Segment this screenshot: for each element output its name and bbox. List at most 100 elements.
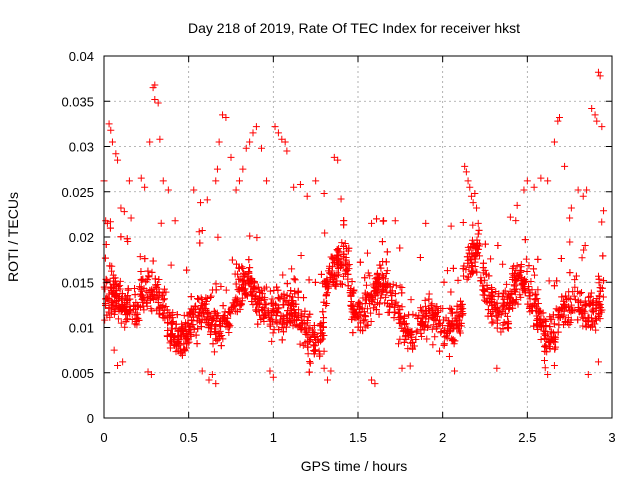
data-point [470, 240, 478, 248]
data-point [147, 371, 155, 379]
data-point [370, 304, 378, 312]
data-point [103, 311, 111, 319]
data-point [530, 322, 538, 330]
data-point [535, 315, 543, 323]
data-point [193, 340, 201, 348]
data-point [503, 293, 511, 301]
data-point [489, 318, 497, 326]
data-point [367, 309, 375, 317]
data-point [117, 204, 125, 212]
data-point [525, 292, 533, 300]
data-point [252, 284, 260, 292]
data-point [598, 306, 606, 314]
data-point [250, 285, 258, 293]
data-point [383, 248, 391, 256]
data-point [433, 303, 441, 311]
data-point [362, 296, 370, 304]
data-point [384, 300, 392, 308]
data-point [269, 329, 277, 337]
data-point [110, 346, 118, 354]
data-point [126, 295, 134, 303]
data-point [205, 376, 213, 384]
data-point [471, 255, 479, 263]
data-point [584, 321, 592, 329]
data-point [404, 345, 412, 353]
data-point [141, 255, 149, 263]
data-point [154, 99, 162, 107]
data-point [114, 315, 122, 323]
data-point [400, 338, 408, 346]
data-point [340, 250, 348, 258]
data-point [205, 309, 213, 317]
data-point [499, 260, 507, 268]
x-tick-label: 0.5 [180, 430, 198, 445]
data-point [245, 268, 253, 276]
data-point [260, 312, 268, 320]
data-point [466, 183, 474, 191]
data-point [361, 274, 369, 282]
data-point [553, 277, 561, 285]
data-point [125, 177, 133, 185]
data-point [341, 267, 349, 275]
data-point [167, 330, 175, 338]
data-point [348, 315, 356, 323]
data-point [417, 306, 425, 314]
data-point [194, 295, 202, 303]
data-point [579, 322, 587, 330]
x-tick-label: 2.5 [518, 430, 536, 445]
data-point [106, 262, 114, 270]
data-point [383, 267, 391, 275]
data-point [503, 280, 511, 288]
data-point [252, 123, 260, 131]
data-point [534, 325, 542, 333]
data-point [503, 312, 511, 320]
data-point [106, 224, 114, 232]
data-point [208, 317, 216, 325]
data-point [274, 129, 282, 137]
y-tick-label: 0.02 [69, 230, 94, 245]
data-point [257, 316, 265, 324]
data-point [337, 261, 345, 269]
data-point [144, 267, 152, 275]
data-point [187, 330, 195, 338]
data-point [382, 293, 390, 301]
data-point [228, 256, 236, 264]
data-point [592, 326, 600, 334]
data-point [111, 308, 119, 316]
data-point [464, 177, 472, 185]
data-point [317, 329, 325, 337]
data-point [396, 244, 404, 252]
data-point [312, 177, 320, 185]
data-point [474, 219, 482, 227]
data-point [504, 324, 512, 332]
data-point [155, 276, 163, 284]
data-point [210, 348, 218, 356]
data-point [412, 336, 420, 344]
data-point [479, 264, 487, 272]
data-point [268, 337, 276, 345]
data-point [124, 285, 132, 293]
data-point [103, 277, 111, 285]
data-point [520, 186, 528, 194]
data-point [239, 264, 247, 272]
data-point [456, 313, 464, 321]
data-point [534, 299, 542, 307]
data-point [187, 293, 195, 301]
data-point [394, 302, 402, 310]
data-point [547, 328, 555, 336]
data-point [576, 308, 584, 316]
data-point [561, 318, 569, 326]
data-point [465, 249, 473, 257]
data-point [301, 326, 309, 334]
data-point [391, 217, 399, 225]
data-point [272, 301, 280, 309]
data-point [541, 364, 549, 372]
data-point [596, 287, 604, 295]
data-point [271, 123, 279, 131]
data-point [292, 300, 300, 308]
data-point [555, 312, 563, 320]
data-point [117, 233, 125, 241]
data-point [138, 291, 146, 299]
data-point [471, 190, 479, 198]
data-point [594, 272, 602, 280]
